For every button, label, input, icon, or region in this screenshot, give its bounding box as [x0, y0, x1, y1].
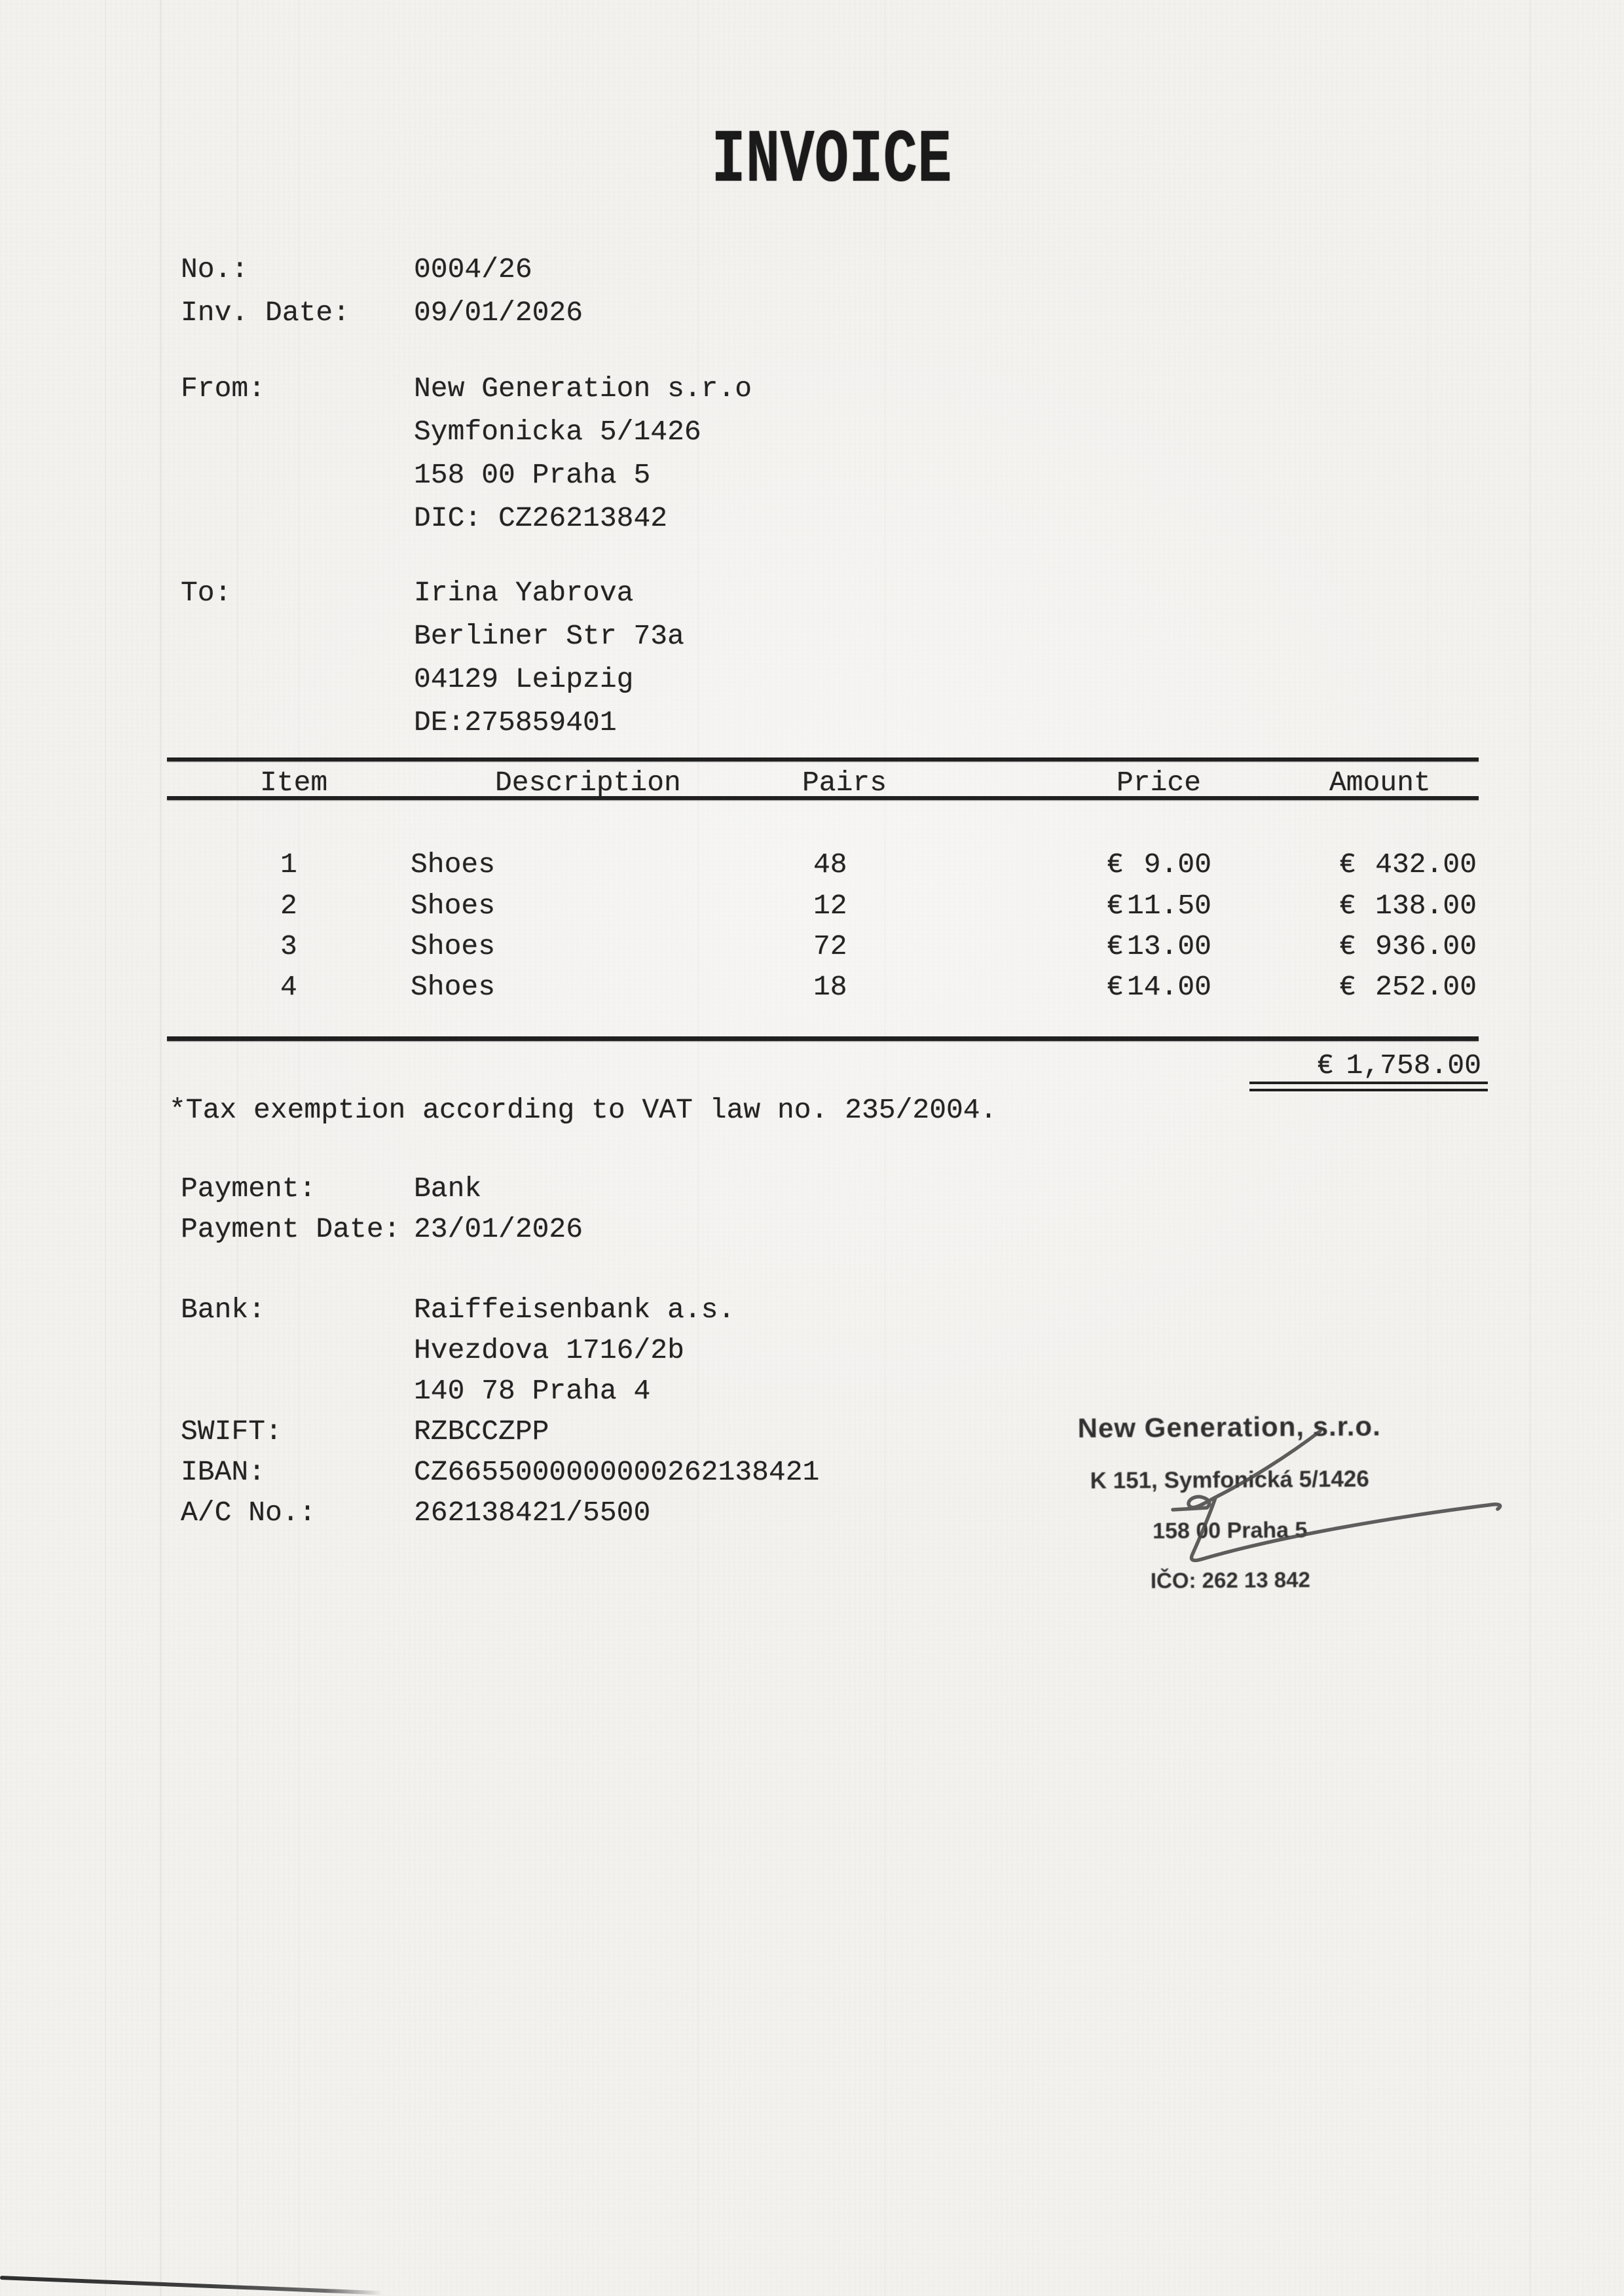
table-top-rule — [167, 757, 1479, 761]
item-number: 4 — [280, 971, 297, 1003]
euro-symbol: € — [1107, 930, 1124, 962]
stamp-company-name: New Generation, s.r.o. — [1077, 1410, 1381, 1444]
from-tax-id: DIC: CZ26213842 — [414, 502, 668, 534]
from-street: Symfonicka 5/1426 — [414, 416, 701, 448]
bank-label: Bank: — [181, 1294, 266, 1326]
item-amount-cell: € 252.00 — [1339, 971, 1477, 1004]
to-tax-id: DE:275859401 — [414, 706, 617, 738]
stamp-street: K 151, Symfonická 5/1426 — [1090, 1466, 1369, 1494]
item-pairs: 18 — [813, 971, 847, 1003]
table-bottom-rule — [167, 1036, 1479, 1041]
payment-method-value: Bank — [414, 1173, 482, 1205]
euro-symbol: € — [1317, 1049, 1334, 1082]
item-amount: 138.00 — [1375, 890, 1477, 922]
total-double-underline — [1249, 1082, 1488, 1091]
item-amount: 252.00 — [1375, 971, 1477, 1003]
from-name: New Generation s.r.o — [414, 373, 752, 405]
col-header-amount: Amount — [1329, 767, 1431, 799]
item-number: 3 — [280, 930, 297, 962]
scan-streak — [1529, 0, 1531, 2296]
item-number: 2 — [280, 890, 297, 922]
swift-value: RZBCCZPP — [414, 1415, 549, 1448]
from-label: From: — [181, 373, 266, 405]
page-title: INVOICE — [711, 118, 952, 204]
item-number: 1 — [280, 848, 297, 881]
euro-symbol: € — [1107, 890, 1124, 922]
invoice-no-value: 0004/26 — [414, 253, 532, 285]
scan-streak — [237, 0, 238, 2296]
item-amount-cell: € 936.00 — [1339, 930, 1477, 963]
paper-edge-artifact — [0, 2276, 383, 2295]
scan-streak — [160, 0, 162, 2296]
from-city: 158 00 Praha 5 — [414, 459, 651, 491]
item-price: 14.00 — [1126, 971, 1211, 1003]
scan-streak — [884, 0, 885, 2296]
stamp-ico: IČO: 262 13 842 — [1150, 1567, 1310, 1593]
bank-name: Raiffeisenbank a.s. — [414, 1294, 735, 1326]
account-no-value: 262138421/5500 — [414, 1497, 651, 1529]
item-amount-cell: € 432.00 — [1339, 848, 1477, 881]
grand-total: € 1,758.00 — [1317, 1049, 1481, 1082]
col-header-price: Price — [1116, 767, 1202, 799]
grand-total-value: 1,758.00 — [1346, 1049, 1481, 1082]
invoice-date-label: Inv. Date: — [181, 297, 350, 329]
account-no-label: A/C No.: — [181, 1497, 316, 1529]
table-header-rule — [167, 796, 1479, 800]
item-price: 13.00 — [1126, 930, 1211, 962]
tax-exemption-note: *Tax exemption according to VAT law no. … — [169, 1094, 997, 1126]
to-name: Irina Yabrova — [414, 577, 634, 609]
item-description: Shoes — [411, 890, 496, 922]
payment-date-label: Payment Date: — [181, 1213, 401, 1245]
euro-symbol: € — [1339, 971, 1356, 1003]
item-amount-cell: € 138.00 — [1339, 890, 1477, 922]
item-pairs: 48 — [813, 848, 847, 881]
item-price: 9.00 — [1143, 848, 1211, 881]
col-header-pairs: Pairs — [802, 767, 887, 799]
invoice-date-value: 09/01/2026 — [414, 297, 583, 329]
item-amount: 936.00 — [1375, 930, 1477, 962]
euro-symbol: € — [1339, 848, 1356, 881]
iban-label: IBAN: — [181, 1456, 266, 1488]
item-pairs: 72 — [813, 930, 847, 962]
stamp-city: 158 00 Praha 5 — [1153, 1518, 1308, 1544]
euro-symbol: € — [1107, 848, 1124, 881]
payment-method-label: Payment: — [181, 1173, 316, 1205]
bank-street: Hvezdova 1716/2b — [414, 1334, 684, 1366]
scan-streak — [1428, 0, 1429, 2296]
item-description: Shoes — [411, 971, 496, 1003]
col-header-description: Description — [495, 767, 681, 799]
col-header-item: Item — [260, 767, 328, 799]
euro-symbol: € — [1339, 930, 1356, 962]
item-price-cell: € 9.00 — [1107, 848, 1211, 881]
scan-streak — [697, 0, 699, 2296]
item-description: Shoes — [411, 848, 496, 881]
to-street: Berliner Str 73a — [414, 620, 684, 652]
bank-city: 140 78 Praha 4 — [414, 1375, 651, 1407]
euro-symbol: € — [1339, 890, 1356, 922]
swift-label: SWIFT: — [181, 1415, 282, 1448]
item-pairs: 12 — [813, 890, 847, 922]
company-stamp: New Generation, s.r.o. K 151, Symfonická… — [1077, 1387, 1382, 1618]
to-city: 04129 Leipzig — [414, 663, 634, 695]
item-price-cell: € 11.50 — [1107, 890, 1211, 922]
scan-streak — [105, 0, 106, 2296]
to-label: To: — [181, 577, 232, 609]
invoice-no-label: No.: — [181, 253, 249, 285]
item-price-cell: € 14.00 — [1107, 971, 1211, 1004]
euro-symbol: € — [1107, 971, 1124, 1003]
item-amount: 432.00 — [1375, 848, 1477, 881]
iban-value: CZ6655000000000262138421 — [414, 1456, 820, 1488]
payment-date-value: 23/01/2026 — [414, 1213, 583, 1245]
item-price-cell: € 13.00 — [1107, 930, 1211, 963]
scan-streak — [298, 0, 299, 2296]
item-price: 11.50 — [1126, 890, 1211, 922]
item-description: Shoes — [411, 930, 496, 962]
